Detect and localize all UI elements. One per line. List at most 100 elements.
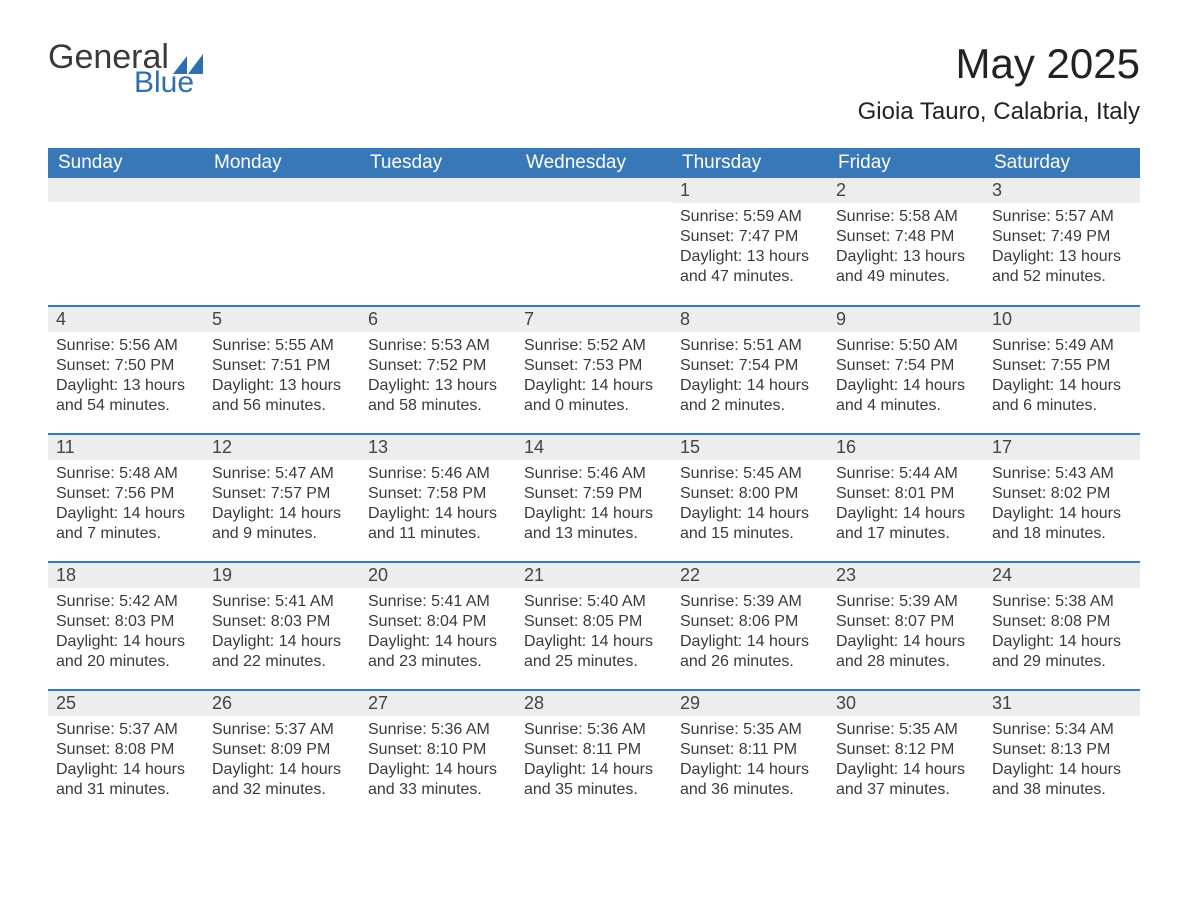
day-details: Sunrise: 5:45 AMSunset: 8:00 PMDaylight:… xyxy=(672,460,828,550)
sunset-line: Sunset: 7:58 PM xyxy=(368,484,508,504)
sunrise-line: Sunrise: 5:39 AM xyxy=(680,592,820,612)
day-details: Sunrise: 5:46 AMSunset: 7:59 PMDaylight:… xyxy=(516,460,672,550)
calendar-day-cell: 31Sunrise: 5:34 AMSunset: 8:13 PMDayligh… xyxy=(984,690,1140,818)
sunset-line: Sunset: 8:11 PM xyxy=(524,740,664,760)
daylight-line: Daylight: 14 hours and 31 minutes. xyxy=(56,760,196,800)
weekday-header: Tuesday xyxy=(360,148,516,178)
calendar-day-cell: 5Sunrise: 5:55 AMSunset: 7:51 PMDaylight… xyxy=(204,306,360,434)
sunset-line: Sunset: 8:07 PM xyxy=(836,612,976,632)
calendar-day-cell: 3Sunrise: 5:57 AMSunset: 7:49 PMDaylight… xyxy=(984,178,1140,306)
sunset-line: Sunset: 7:52 PM xyxy=(368,356,508,376)
day-details: Sunrise: 5:51 AMSunset: 7:54 PMDaylight:… xyxy=(672,332,828,422)
calendar-empty-cell xyxy=(516,178,672,306)
day-details: Sunrise: 5:37 AMSunset: 8:09 PMDaylight:… xyxy=(204,716,360,806)
day-details: Sunrise: 5:52 AMSunset: 7:53 PMDaylight:… xyxy=(516,332,672,422)
day-details: Sunrise: 5:41 AMSunset: 8:04 PMDaylight:… xyxy=(360,588,516,678)
day-details: Sunrise: 5:48 AMSunset: 7:56 PMDaylight:… xyxy=(48,460,204,550)
daylight-line: Daylight: 14 hours and 4 minutes. xyxy=(836,376,976,416)
daylight-line: Daylight: 13 hours and 47 minutes. xyxy=(680,247,820,287)
calendar-day-cell: 7Sunrise: 5:52 AMSunset: 7:53 PMDaylight… xyxy=(516,306,672,434)
sunrise-line: Sunrise: 5:45 AM xyxy=(680,464,820,484)
sunset-line: Sunset: 8:10 PM xyxy=(368,740,508,760)
day-details: Sunrise: 5:42 AMSunset: 8:03 PMDaylight:… xyxy=(48,588,204,678)
sunset-line: Sunset: 8:03 PM xyxy=(212,612,352,632)
sunrise-line: Sunrise: 5:47 AM xyxy=(212,464,352,484)
calendar-empty-cell xyxy=(48,178,204,306)
day-number: 4 xyxy=(48,307,204,332)
day-number: 27 xyxy=(360,691,516,716)
sunrise-line: Sunrise: 5:46 AM xyxy=(524,464,664,484)
calendar-day-cell: 25 Sunrise: 5:37 AMSunset: 8:08 PMDayligh… xyxy=(48,690,204,818)
calendar-day-cell: 12Sunrise: 5:47 AMSunset: 7:57 PMDayligh… xyxy=(204,434,360,562)
calendar-day-cell: 21Sunrise: 5:40 AMSunset: 8:05 PMDayligh… xyxy=(516,562,672,690)
sunset-line: Sunset: 8:13 PM xyxy=(992,740,1132,760)
day-number: 13 xyxy=(360,435,516,460)
daylight-line: Daylight: 14 hours and 11 minutes. xyxy=(368,504,508,544)
calendar-day-cell: 10Sunrise: 5:49 AMSunset: 7:55 PMDayligh… xyxy=(984,306,1140,434)
calendar-week-row: 25Sunrise: 5:37 AMSunset: 8:08 PMDayligh… xyxy=(48,690,1140,818)
weekday-header-row: SundayMondayTuesdayWednesdayThursdayFrid… xyxy=(48,148,1140,178)
daylight-line: Daylight: 13 hours and 56 minutes. xyxy=(212,376,352,416)
day-number: 10 xyxy=(984,307,1140,332)
location-subtitle: Gioia Tauro, Calabria, Italy xyxy=(858,98,1140,126)
daylight-line: Daylight: 14 hours and 22 minutes. xyxy=(212,632,352,672)
brand-logo: General Blue xyxy=(48,40,203,98)
sunrise-line: Sunrise: 5:43 AM xyxy=(992,464,1132,484)
sunrise-line: Sunrise: 5:55 AM xyxy=(212,336,352,356)
sunrise-line: Sunrise: 5:58 AM xyxy=(836,207,976,227)
sunrise-line: Sunrise: 5:59 AM xyxy=(680,207,820,227)
day-details: Sunrise: 5:34 AMSunset: 8:13 PMDaylight:… xyxy=(984,716,1140,806)
day-details: Sunrise: 5:59 AMSunset: 7:47 PMDaylight:… xyxy=(672,203,828,293)
weekday-header: Monday xyxy=(204,148,360,178)
calendar-table: SundayMondayTuesdayWednesdayThursdayFrid… xyxy=(48,148,1140,818)
sunset-line: Sunset: 8:12 PM xyxy=(836,740,976,760)
calendar-day-cell: 29Sunrise: 5:35 AMSunset: 8:11 PMDayligh… xyxy=(672,690,828,818)
calendar-day-cell: 17Sunrise: 5:43 AMSunset: 8:02 PMDayligh… xyxy=(984,434,1140,562)
calendar-day-cell: 9Sunrise: 5:50 AMSunset: 7:54 PMDaylight… xyxy=(828,306,984,434)
sunrise-line: Sunrise: 5:35 AM xyxy=(836,720,976,740)
day-details xyxy=(360,202,516,212)
sunset-line: Sunset: 8:08 PM xyxy=(56,740,196,760)
day-number xyxy=(48,178,204,202)
calendar-day-cell: 19Sunrise: 5:41 AMSunset: 8:03 PMDayligh… xyxy=(204,562,360,690)
page-title: May 2025 xyxy=(858,40,1140,88)
sunrise-line: Sunrise: 5:57 AM xyxy=(992,207,1132,227)
day-details: Sunrise: 5:40 AMSunset: 8:05 PMDaylight:… xyxy=(516,588,672,678)
sunrise-line: Sunrise: 5:51 AM xyxy=(680,336,820,356)
sunset-line: Sunset: 7:56 PM xyxy=(56,484,196,504)
daylight-line: Daylight: 14 hours and 18 minutes. xyxy=(992,504,1132,544)
day-details: Sunrise: 5:47 AMSunset: 7:57 PMDaylight:… xyxy=(204,460,360,550)
sunrise-line: Sunrise: 5:39 AM xyxy=(836,592,976,612)
weekday-header: Sunday xyxy=(48,148,204,178)
day-number: 25 xyxy=(48,691,204,716)
calendar-week-row: 1Sunrise: 5:59 AMSunset: 7:47 PMDaylight… xyxy=(48,178,1140,306)
calendar-day-cell: 18Sunrise: 5:42 AMSunset: 8:03 PMDayligh… xyxy=(48,562,204,690)
calendar-day-cell: 4Sunrise: 5:56 AMSunset: 7:50 PMDaylight… xyxy=(48,306,204,434)
daylight-line: Daylight: 13 hours and 54 minutes. xyxy=(56,376,196,416)
daylight-line: Daylight: 14 hours and 38 minutes. xyxy=(992,760,1132,800)
calendar-day-cell: 27Sunrise: 5:36 AMSunset: 8:10 PMDayligh… xyxy=(360,690,516,818)
day-number: 22 xyxy=(672,563,828,588)
daylight-line: Daylight: 14 hours and 17 minutes. xyxy=(836,504,976,544)
sunrise-line: Sunrise: 5:50 AM xyxy=(836,336,976,356)
day-number: 7 xyxy=(516,307,672,332)
calendar-day-cell: 1Sunrise: 5:59 AMSunset: 7:47 PMDaylight… xyxy=(672,178,828,306)
weekday-header: Thursday xyxy=(672,148,828,178)
calendar-day-cell: 24Sunrise: 5:38 AMSunset: 8:08 PMDayligh… xyxy=(984,562,1140,690)
sunrise-line: Sunrise: 5:36 AM xyxy=(368,720,508,740)
sunrise-line: Sunrise: 5:37 AM xyxy=(56,720,196,740)
calendar-day-cell: 23Sunrise: 5:39 AMSunset: 8:07 PMDayligh… xyxy=(828,562,984,690)
sunrise-line: Sunrise: 5:37 AM xyxy=(212,720,352,740)
day-number: 17 xyxy=(984,435,1140,460)
day-details xyxy=(516,202,672,212)
daylight-line: Daylight: 14 hours and 2 minutes. xyxy=(680,376,820,416)
sunrise-line: Sunrise: 5:49 AM xyxy=(992,336,1132,356)
daylight-line: Daylight: 14 hours and 7 minutes. xyxy=(56,504,196,544)
day-number: 30 xyxy=(828,691,984,716)
day-number: 6 xyxy=(360,307,516,332)
day-number: 11 xyxy=(48,435,204,460)
day-number xyxy=(516,178,672,202)
day-number: 2 xyxy=(828,178,984,203)
calendar-day-cell: 16Sunrise: 5:44 AMSunset: 8:01 PMDayligh… xyxy=(828,434,984,562)
weekday-header: Wednesday xyxy=(516,148,672,178)
